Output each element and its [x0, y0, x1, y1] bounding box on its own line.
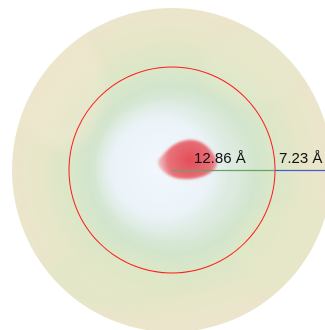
outer-segment-label: 7.23 Å: [279, 150, 323, 167]
red-density-blob: [158, 139, 218, 180]
inner-radius-label: 12.86 Å: [194, 150, 246, 167]
